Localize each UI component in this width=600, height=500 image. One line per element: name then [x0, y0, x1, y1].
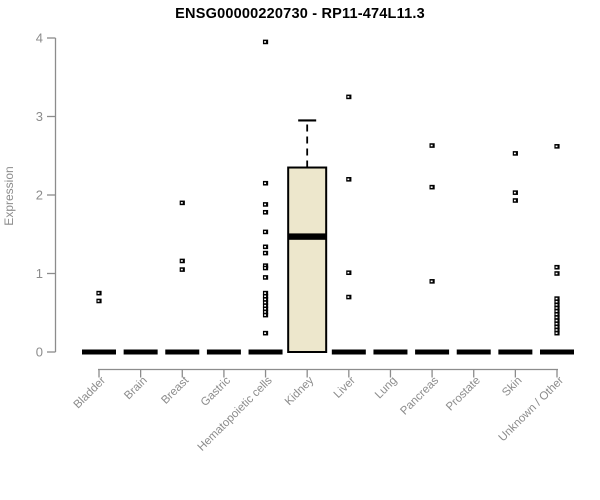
- collapsed-box: [373, 349, 408, 355]
- data-point-center: [347, 96, 350, 98]
- collapsed-box: [123, 349, 158, 355]
- data-point-center: [347, 296, 350, 298]
- y-tick-label: 3: [36, 109, 43, 124]
- x-tick-label: Brain: [122, 375, 149, 402]
- collapsed-box: [331, 349, 366, 355]
- data-point-center: [555, 297, 558, 300]
- data-point-center: [347, 271, 350, 274]
- data-point-center: [555, 145, 558, 148]
- data-point-center: [264, 292, 267, 294]
- collapsed-box: [248, 349, 283, 355]
- data-point-center: [555, 322, 558, 325]
- data-point-center: [264, 301, 267, 304]
- data-point-center: [555, 319, 558, 322]
- y-tick-label: 0: [36, 345, 43, 360]
- chart-title: ENSG00000220730 - RP11-474L11.3: [175, 6, 425, 22]
- data-point-center: [555, 329, 558, 331]
- collapsed-box: [165, 349, 200, 355]
- data-point-center: [555, 326, 558, 328]
- y-tick-label: 1: [36, 266, 43, 281]
- box-median-line: [288, 233, 327, 240]
- collapsed-box: [415, 349, 450, 355]
- data-point-center: [264, 295, 267, 298]
- data-point-center: [264, 276, 267, 279]
- data-point-center: [264, 267, 267, 269]
- x-tick-label: Kidney: [283, 374, 317, 408]
- data-point-center: [264, 264, 267, 267]
- x-tick-label: Breast: [159, 374, 192, 407]
- y-tick-label: 2: [36, 188, 43, 203]
- data-point-center: [264, 182, 267, 185]
- data-point-center: [264, 308, 267, 310]
- x-tick-label: Lung: [373, 375, 400, 402]
- data-point-center: [513, 191, 516, 194]
- data-point-center: [264, 332, 267, 334]
- data-point-center: [430, 280, 433, 283]
- data-point-center: [264, 304, 267, 307]
- data-point-center: [264, 246, 267, 248]
- data-point-center: [264, 314, 267, 316]
- x-tick-label: Prostate: [444, 375, 483, 414]
- data-point-center: [97, 300, 100, 302]
- data-point-center: [555, 304, 558, 306]
- data-point-center: [555, 310, 558, 312]
- x-tick-label: Hematopoietic cells: [196, 374, 275, 453]
- x-tick-label: Liver: [332, 375, 358, 401]
- collapsed-box: [498, 349, 533, 355]
- data-point-center: [555, 307, 558, 309]
- data-point-center: [264, 231, 267, 233]
- collapsed-box: [540, 349, 574, 355]
- collapsed-box: [82, 349, 116, 355]
- data-point-center: [97, 292, 100, 294]
- collapsed-box: [206, 349, 241, 355]
- data-point-center: [180, 260, 183, 262]
- box-iqr: [287, 166, 328, 353]
- y-tick-label: 4: [36, 31, 43, 46]
- data-point-center: [555, 316, 558, 319]
- data-point-center: [180, 202, 183, 204]
- x-tick-label: Skin: [500, 375, 524, 399]
- x-tick-label: Gastric: [199, 374, 233, 408]
- x-tick-label: Bladder: [72, 375, 109, 412]
- data-point-center: [264, 211, 267, 214]
- data-point-center: [555, 272, 558, 275]
- data-point-center: [555, 332, 558, 334]
- data-point-center: [555, 266, 558, 269]
- data-point-center: [264, 311, 267, 313]
- data-point-center: [555, 300, 558, 303]
- data-point-center: [430, 186, 433, 188]
- collapsed-box: [456, 349, 491, 355]
- x-tick-label: Pancreas: [398, 374, 441, 417]
- data-point-center: [430, 144, 433, 147]
- data-point-center: [264, 203, 267, 206]
- data-point-center: [180, 268, 183, 271]
- data-point-center: [264, 252, 267, 254]
- data-point-center: [264, 298, 267, 301]
- data-point-center: [513, 152, 516, 155]
- data-point-center: [555, 313, 558, 316]
- data-point-center: [264, 41, 267, 43]
- data-point-center: [347, 178, 350, 181]
- data-point-center: [513, 199, 516, 202]
